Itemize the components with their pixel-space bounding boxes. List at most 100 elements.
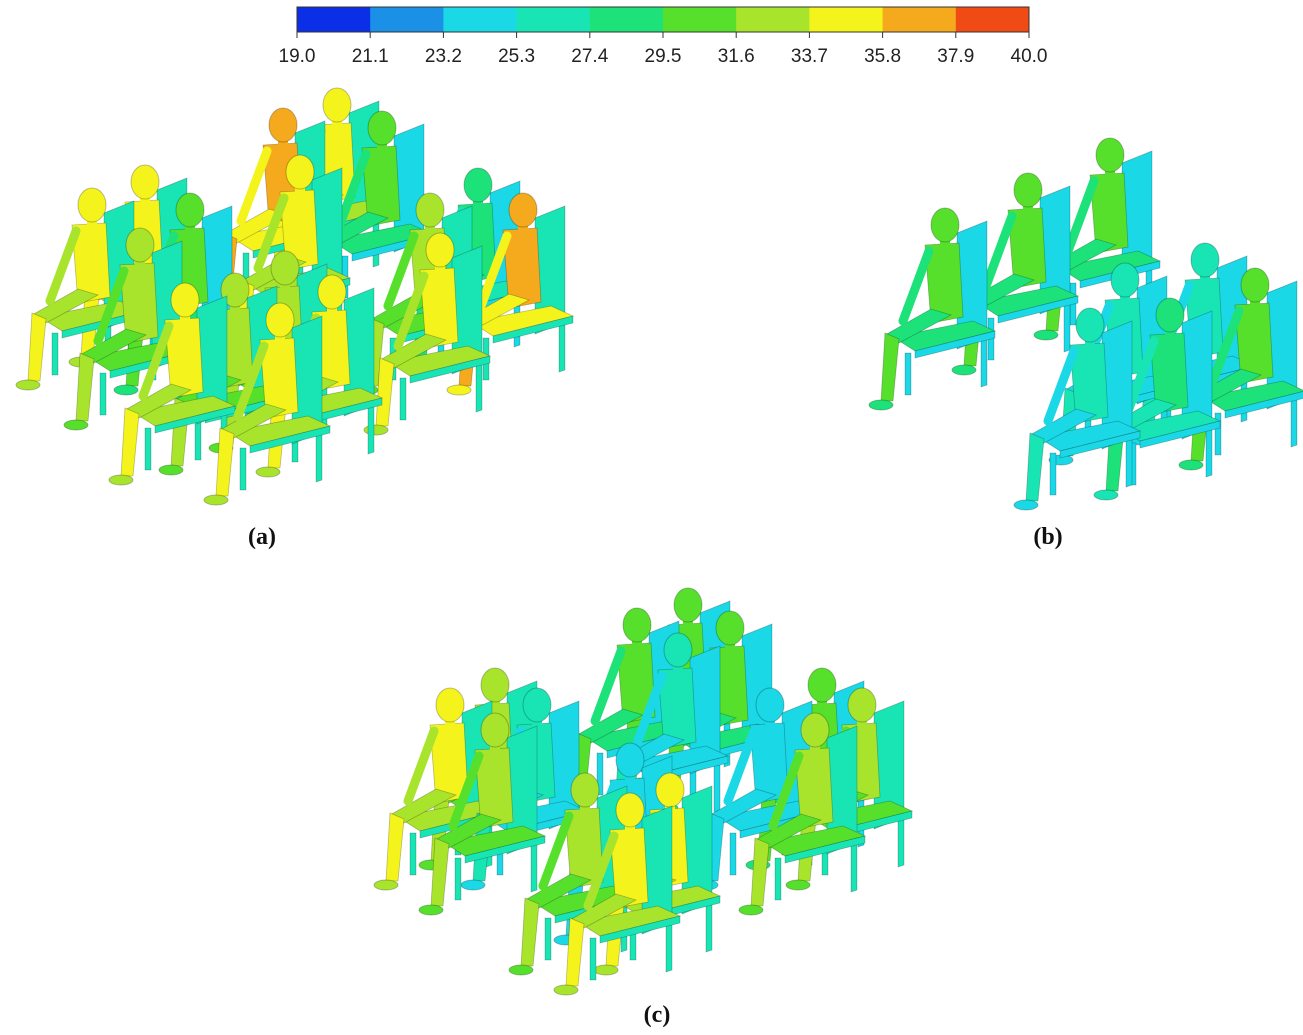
shape [79, 328, 148, 364]
seated-person [363, 232, 492, 436]
head [1190, 242, 1220, 278]
head [508, 192, 538, 228]
colorbar-segment [736, 7, 810, 32]
head [170, 282, 200, 318]
colorbar-label: 33.7 [791, 46, 828, 67]
foot [373, 879, 399, 891]
head [367, 110, 397, 146]
foot [446, 384, 472, 396]
arm [723, 726, 759, 806]
shape [454, 857, 462, 901]
foot [508, 964, 534, 976]
shape [492, 315, 574, 344]
shape [599, 915, 681, 944]
head [715, 610, 745, 646]
arm [631, 671, 667, 751]
shape [520, 897, 540, 967]
shape [569, 893, 638, 929]
arm [383, 231, 419, 311]
seated-person [108, 282, 237, 486]
head [425, 232, 455, 268]
colorbar-segment [370, 7, 444, 32]
shape [1059, 430, 1141, 459]
seated-person [868, 207, 997, 411]
shape [389, 788, 458, 824]
foot [203, 494, 229, 506]
arm [768, 751, 804, 831]
arm [538, 811, 574, 891]
colorbar-segment [516, 7, 591, 32]
arm [403, 726, 439, 806]
arm [1208, 306, 1244, 386]
shape [75, 352, 95, 422]
head [480, 667, 510, 703]
arm [253, 193, 289, 273]
colorbar-label: 29.5 [645, 46, 682, 67]
arm [583, 831, 619, 911]
foot [15, 379, 41, 391]
shape [729, 832, 737, 876]
head [655, 772, 685, 808]
seated-person [15, 187, 144, 391]
head [622, 607, 652, 643]
foot [785, 879, 811, 891]
head [270, 250, 300, 286]
colorbar-label: 21.1 [352, 46, 389, 67]
foot [553, 984, 579, 996]
arm [448, 751, 484, 831]
foot [63, 419, 89, 431]
shape [215, 427, 235, 497]
colorbar-label: 35.8 [864, 46, 901, 67]
foot [593, 964, 619, 976]
head [285, 154, 315, 190]
renderings [15, 87, 1303, 996]
head [175, 192, 205, 228]
colorbar-segment [443, 7, 518, 32]
foot [113, 384, 139, 396]
arm [898, 246, 934, 326]
arm [1063, 176, 1099, 256]
head [1095, 137, 1125, 173]
shape [914, 330, 996, 359]
shape [434, 813, 503, 849]
arm [981, 211, 1017, 291]
head [1075, 307, 1105, 343]
shape [379, 333, 448, 369]
shape [1049, 452, 1057, 496]
seated-person [373, 687, 502, 891]
colorbar-label: 31.6 [718, 46, 755, 67]
shape [120, 407, 140, 477]
head [268, 107, 298, 143]
head [930, 207, 960, 243]
foot [868, 399, 894, 411]
head [615, 792, 645, 828]
panel-label: (a) [248, 524, 276, 550]
head [322, 87, 352, 123]
shape [754, 813, 823, 849]
head [125, 227, 155, 263]
head [570, 772, 600, 808]
head [1240, 267, 1270, 303]
shape [430, 837, 450, 907]
colorbar-label: 23.2 [425, 46, 462, 67]
colorbar-segment [882, 7, 957, 32]
colorbar-label: 40.0 [1011, 46, 1048, 67]
foot [1093, 489, 1119, 501]
foot [418, 904, 444, 916]
arm [590, 646, 626, 726]
head [77, 187, 107, 223]
foot [255, 466, 281, 478]
colorbar-segment [589, 7, 664, 32]
arm [335, 149, 371, 229]
arm [1043, 346, 1079, 426]
shape [99, 372, 107, 416]
colorbar-segment [297, 7, 371, 32]
shape [409, 832, 417, 876]
shape [1139, 420, 1221, 449]
head [1155, 297, 1185, 333]
head [415, 192, 445, 228]
shape [576, 708, 645, 744]
head [220, 272, 250, 308]
colorbar-label: 25.3 [498, 46, 535, 67]
shape [750, 837, 770, 907]
